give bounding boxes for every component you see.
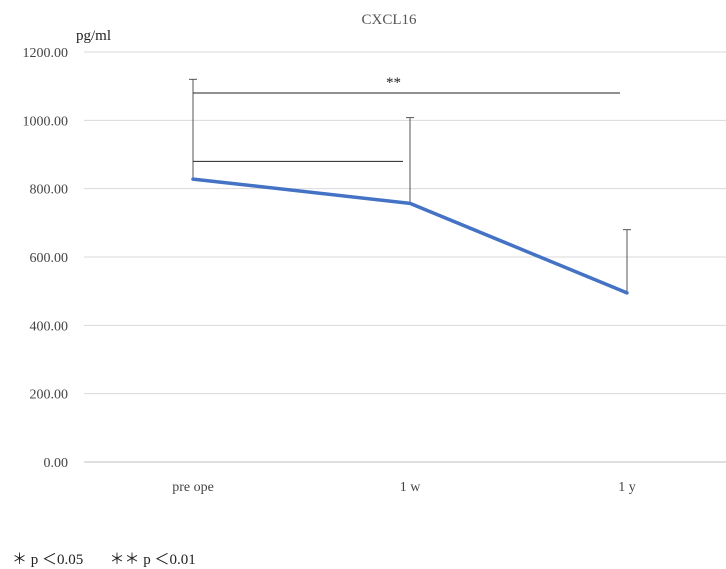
- y-tick-labels: 0.00 200.00 400.00 600.00 800.00 1000.00 1200.…: [23, 46, 69, 471]
- data-point: [409, 202, 411, 204]
- data-point: [192, 178, 194, 180]
- y-tick-label: 200.00: [30, 388, 69, 403]
- y-tick-label: 800.00: [30, 183, 69, 198]
- x-tick-label: 1 w: [400, 480, 422, 495]
- data-point: [626, 292, 628, 294]
- y-tick-label: 1200.00: [23, 46, 69, 61]
- x-tick-labels: pre ope 1 w 1 y: [172, 480, 636, 495]
- significance-brackets: **: [193, 75, 620, 162]
- error-bars: [189, 78, 631, 293]
- significance-label: **: [386, 75, 401, 91]
- series-group: [191, 177, 629, 295]
- y-axis-unit: pg/ml: [76, 28, 111, 44]
- gridlines: [84, 51, 726, 463]
- y-tick-label: 400.00: [30, 319, 69, 334]
- y-tick-label: 1000.00: [23, 114, 69, 129]
- chart-title: CXCL16: [361, 12, 417, 28]
- y-tick-label: 600.00: [30, 251, 69, 266]
- x-tick-label: 1 y: [618, 480, 636, 495]
- x-tick-label: pre ope: [172, 480, 214, 495]
- significance-footnote: ＊ p ＜0.05 ＊＊ p ＜0.01: [12, 552, 196, 568]
- y-tick-label: 0.00: [44, 456, 69, 471]
